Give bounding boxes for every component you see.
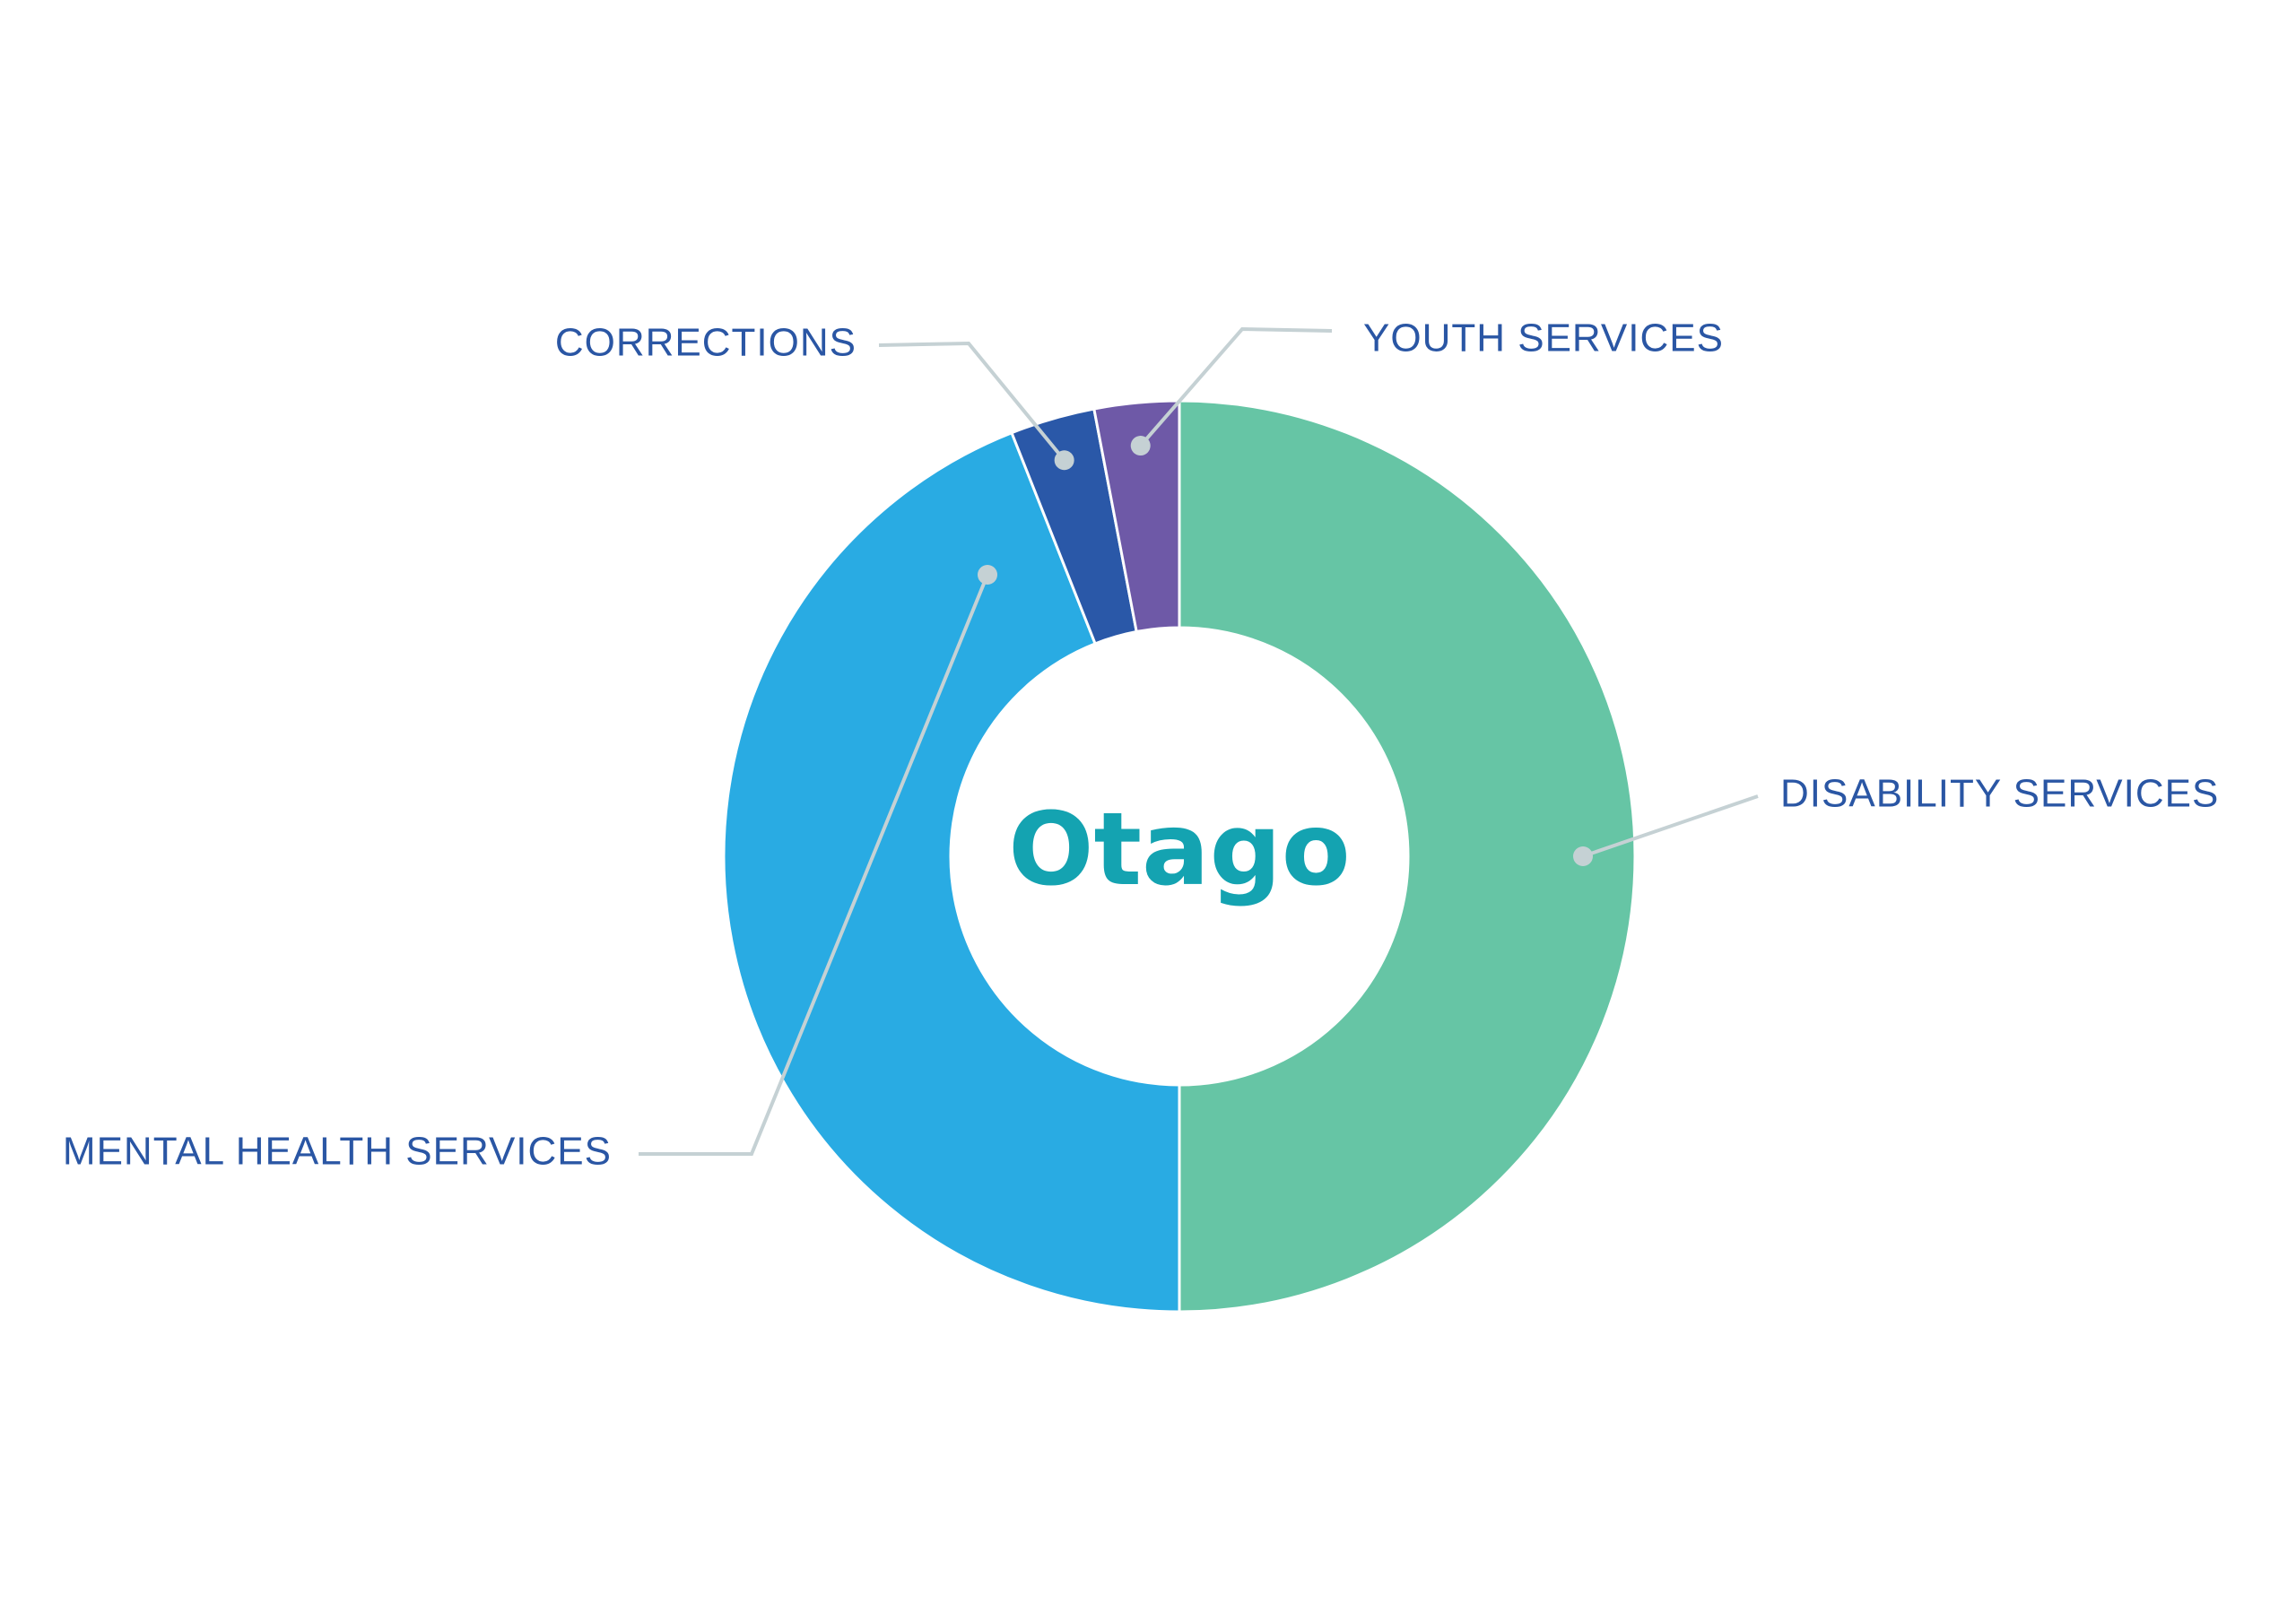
slice-labels: DISABILITY SERVICES MENTAL HEALTH SERVICE… [63,317,2219,1174]
center-label: Otago [1008,792,1350,908]
leader-lines [639,326,1759,1156]
leader-line [878,341,1066,462]
slice-label: YOUTH SERVICES [1363,317,1724,360]
leader-line [1139,326,1333,447]
leader-dot [1130,436,1151,456]
slice-label: MENTAL HEALTH SERVICES [63,1130,612,1174]
leader-line [1582,794,1759,858]
leader-dot [1573,846,1593,866]
slice-label: CORRECTIONS [555,321,857,365]
leader-dot [1054,450,1074,471]
leader-dot [978,564,998,585]
slice-mental-health-services [722,430,1181,1314]
slice-label: DISABILITY SERVICES [1780,772,2219,816]
donut-slices [722,399,1637,1314]
leader-line [639,574,989,1156]
slice-disability-services [1178,399,1637,1314]
